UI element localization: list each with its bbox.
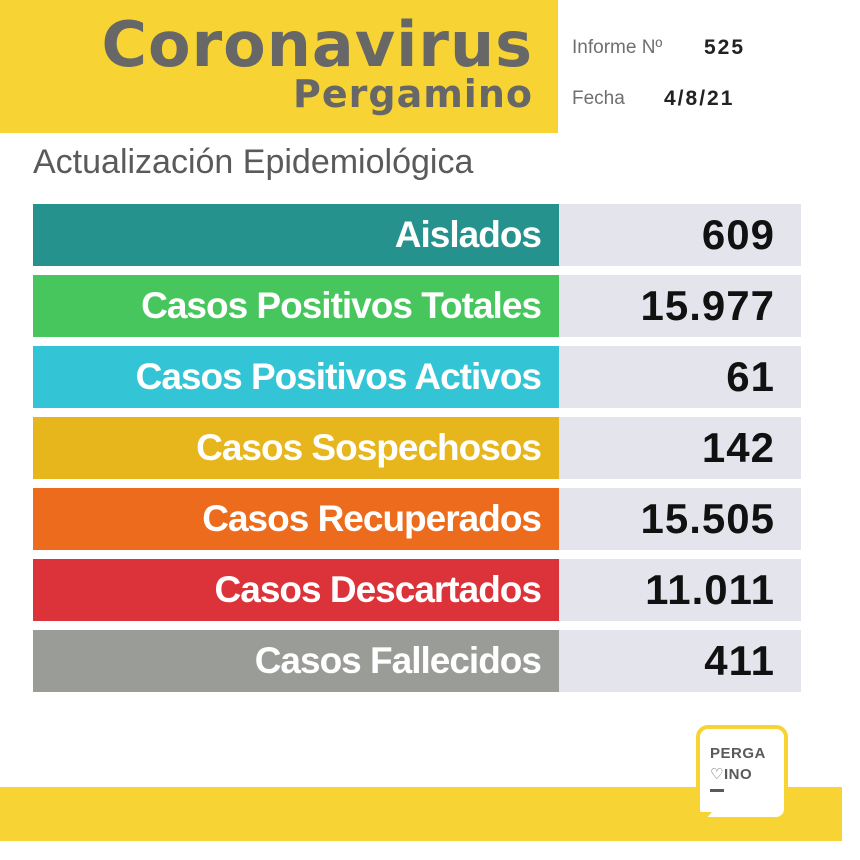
stat-value: 15.977: [559, 275, 801, 337]
report-date-label: Fecha: [572, 88, 625, 109]
stat-value: 11.011: [559, 559, 801, 621]
stat-row-fallecidos: Casos Fallecidos 411: [33, 630, 801, 692]
stat-row-descartados: Casos Descartados 11.011: [33, 559, 801, 621]
stat-label: Casos Positivos Activos: [33, 346, 559, 408]
section-title: Actualización Epidemiológica: [33, 143, 474, 181]
report-date-field: Fecha 4/8/21: [572, 87, 732, 110]
report-number-field: Informe Nº 525: [572, 36, 743, 59]
header-band: [0, 0, 558, 133]
logo-text-line2: ♡INO: [710, 766, 753, 783]
stat-value: 609: [559, 204, 801, 266]
report-date-value: 4/8/21: [664, 87, 735, 110]
pergamino-logo: PERGA ♡INO: [696, 725, 788, 821]
stat-value: 61: [559, 346, 801, 408]
stat-value: 411: [559, 630, 801, 692]
stat-row-positivos-totales: Casos Positivos Totales 15.977: [33, 275, 801, 337]
stat-label: Casos Recuperados: [33, 488, 559, 550]
logo-speech-tail: [700, 812, 712, 826]
stat-value: 15.505: [559, 488, 801, 550]
stat-value: 142: [559, 417, 801, 479]
stat-row-recuperados: Casos Recuperados 15.505: [33, 488, 801, 550]
report-number-value: 525: [704, 36, 746, 59]
stat-label: Casos Descartados: [33, 559, 559, 621]
stat-row-sospechosos: Casos Sospechosos 142: [33, 417, 801, 479]
stat-row-aislados: Aislados 609: [33, 204, 801, 266]
report-number-label: Informe Nº: [572, 37, 663, 58]
logo-text-line1: PERGA: [710, 745, 766, 762]
page-title: Coronavirus: [101, 8, 533, 81]
stat-row-positivos-activos: Casos Positivos Activos 61: [33, 346, 801, 408]
stat-label: Casos Fallecidos: [33, 630, 559, 692]
logo-underline: [710, 789, 724, 792]
page-subtitle: Pergamino: [293, 72, 533, 116]
stat-label: Casos Positivos Totales: [33, 275, 559, 337]
stat-label: Aislados: [33, 204, 559, 266]
stat-label: Casos Sospechosos: [33, 417, 559, 479]
